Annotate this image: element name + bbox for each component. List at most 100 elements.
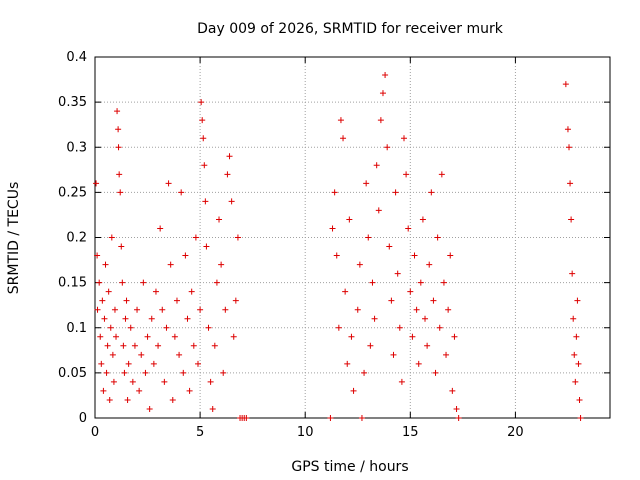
- data-points: [93, 72, 584, 421]
- data-point-marker: [432, 369, 439, 376]
- data-point-marker: [572, 378, 579, 385]
- data-point-marker: [569, 270, 576, 277]
- data-point-marker: [377, 117, 384, 124]
- data-point-marker: [365, 234, 372, 241]
- data-point-marker: [417, 279, 424, 286]
- data-point-marker: [390, 351, 397, 358]
- data-point-marker: [354, 306, 361, 313]
- chart-title: Day 009 of 2026, SRMTID for receiver mur…: [197, 21, 504, 37]
- y-tick-label: 0.25: [58, 185, 87, 200]
- data-point-marker: [407, 288, 414, 295]
- data-point-marker: [115, 126, 122, 133]
- data-point-marker: [388, 297, 395, 304]
- data-point-marker: [103, 369, 110, 376]
- data-point-marker: [575, 360, 582, 367]
- data-point-marker: [440, 279, 447, 286]
- data-point-marker: [230, 333, 237, 340]
- data-point-marker: [113, 333, 120, 340]
- data-point-marker: [337, 117, 344, 124]
- data-point-marker: [396, 324, 403, 331]
- y-tick-label: 0: [79, 411, 87, 426]
- data-point-marker: [447, 252, 454, 259]
- data-point-marker: [173, 297, 180, 304]
- data-point-marker: [127, 324, 134, 331]
- data-point-marker: [243, 415, 250, 421]
- data-point-marker: [97, 333, 104, 340]
- data-point-marker: [131, 342, 138, 349]
- data-point-marker: [443, 351, 450, 358]
- data-point-marker: [121, 369, 128, 376]
- data-point-marker: [205, 324, 212, 331]
- data-point-marker: [116, 171, 123, 178]
- data-point-marker: [386, 243, 393, 250]
- data-point-marker: [571, 351, 578, 358]
- data-point-marker: [198, 99, 205, 106]
- data-point-marker: [405, 225, 412, 232]
- data-point-marker: [118, 243, 125, 250]
- data-point-marker: [188, 288, 195, 295]
- x-tick-label: 5: [196, 425, 204, 440]
- data-point-marker: [371, 315, 378, 322]
- data-point-marker: [136, 387, 143, 394]
- data-point-marker: [140, 279, 147, 286]
- data-point-marker: [122, 315, 129, 322]
- data-point-marker: [455, 415, 462, 421]
- data-point-marker: [176, 351, 183, 358]
- data-point-marker: [409, 333, 416, 340]
- data-point-marker: [398, 378, 405, 385]
- data-point-marker: [568, 216, 575, 223]
- data-point-marker: [564, 126, 571, 133]
- data-point-marker: [169, 396, 176, 403]
- data-point-marker: [356, 261, 363, 268]
- data-point-marker: [104, 342, 111, 349]
- data-point-marker: [445, 306, 452, 313]
- data-point-marker: [363, 180, 370, 187]
- data-point-marker: [419, 216, 426, 223]
- y-tick-label: 0.4: [66, 50, 87, 65]
- data-point-marker: [218, 261, 225, 268]
- x-tick-label: 10: [297, 425, 314, 440]
- data-point-marker: [109, 351, 116, 358]
- data-point-marker: [436, 324, 443, 331]
- data-point-marker: [216, 216, 223, 223]
- data-point-marker: [144, 333, 151, 340]
- data-point-marker: [422, 315, 429, 322]
- data-point-marker: [350, 387, 357, 394]
- data-point-marker: [93, 180, 100, 187]
- data-point-marker: [413, 306, 420, 313]
- data-point-marker: [186, 387, 193, 394]
- data-point-marker: [167, 261, 174, 268]
- data-point-marker: [453, 405, 460, 412]
- x-tick-label: 20: [507, 425, 524, 440]
- data-point-marker: [192, 234, 199, 241]
- data-point-marker: [232, 297, 239, 304]
- data-point-marker: [576, 396, 583, 403]
- data-point-marker: [379, 90, 386, 97]
- data-point-marker: [161, 378, 168, 385]
- data-point-marker: [394, 270, 401, 277]
- y-tick-label: 0.15: [58, 276, 87, 291]
- data-point-marker: [134, 306, 141, 313]
- x-tick-label: 0: [91, 425, 99, 440]
- data-point-marker: [367, 342, 374, 349]
- data-point-marker: [107, 324, 114, 331]
- data-point-marker: [415, 360, 422, 367]
- data-point-marker: [424, 342, 431, 349]
- data-point-marker: [449, 387, 456, 394]
- data-point-marker: [94, 252, 101, 259]
- data-point-marker: [438, 171, 445, 178]
- data-point-marker: [100, 387, 107, 394]
- data-point-marker: [335, 324, 342, 331]
- data-point-marker: [562, 81, 569, 88]
- y-axis-label: SRMTID / TECUs: [6, 182, 22, 295]
- data-point-marker: [120, 342, 127, 349]
- data-point-marker: [226, 153, 233, 160]
- data-point-marker: [98, 360, 105, 367]
- data-point-marker: [577, 415, 584, 421]
- data-point-marker: [329, 225, 336, 232]
- data-point-marker: [574, 297, 581, 304]
- data-point-marker: [197, 306, 204, 313]
- y-tick-label: 0.1: [66, 321, 87, 336]
- data-point-marker: [342, 288, 349, 295]
- data-point-marker: [99, 297, 106, 304]
